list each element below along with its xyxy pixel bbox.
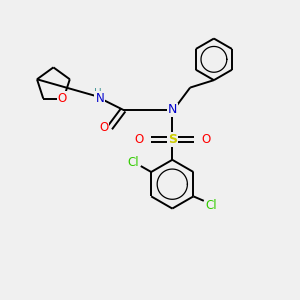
Text: O: O bbox=[99, 121, 109, 134]
Text: O: O bbox=[57, 92, 67, 105]
Text: N: N bbox=[96, 92, 105, 105]
Text: Cl: Cl bbox=[206, 199, 217, 212]
Text: N: N bbox=[168, 103, 177, 116]
Text: Cl: Cl bbox=[128, 156, 139, 169]
Text: O: O bbox=[201, 133, 210, 146]
Text: H: H bbox=[94, 88, 102, 98]
Text: O: O bbox=[134, 133, 144, 146]
Text: S: S bbox=[168, 133, 177, 146]
